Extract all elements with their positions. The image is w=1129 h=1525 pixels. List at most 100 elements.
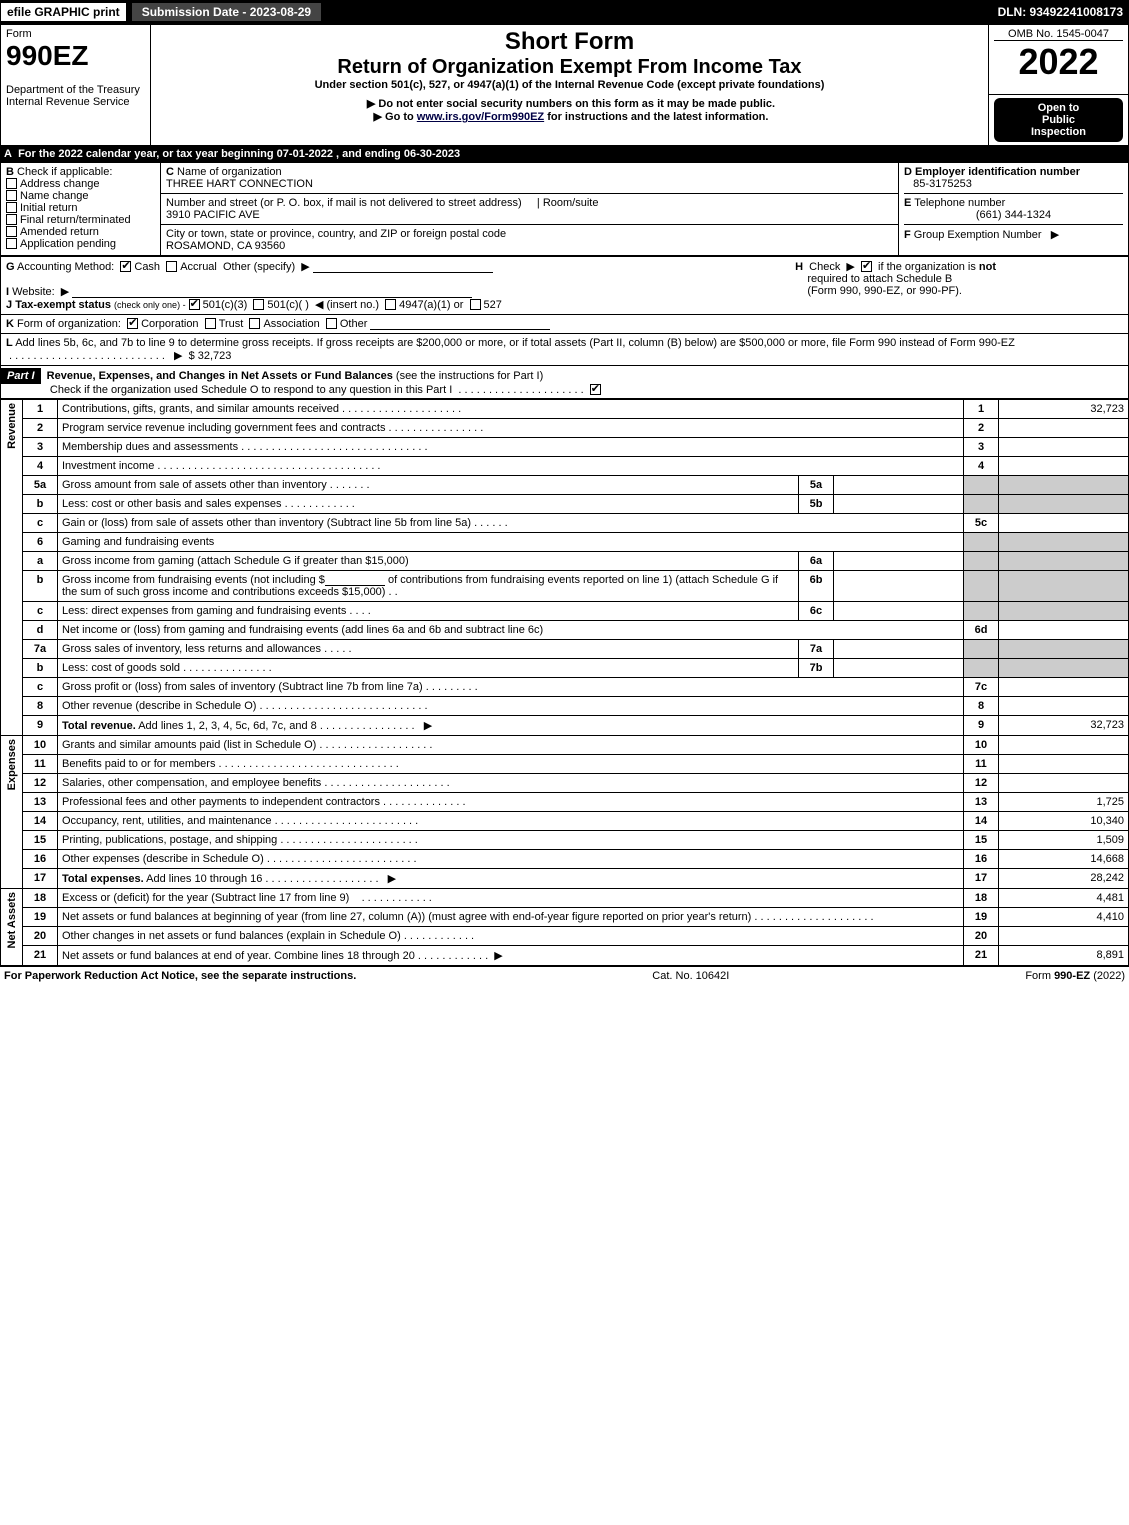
no-ssn-note: Do not enter social security numbers on … xyxy=(378,98,775,110)
ln-8: 8 xyxy=(23,696,58,715)
line-5b-desc: Less: cost or other basis and sales expe… xyxy=(58,494,799,513)
lnr-13: 13 xyxy=(964,792,999,811)
goto-post: for instructions and the latest informat… xyxy=(544,111,768,123)
d-label: Employer identification number xyxy=(915,166,1080,178)
amt-7a-inner xyxy=(834,639,964,658)
line-15-desc: Printing, publications, postage, and shi… xyxy=(58,830,964,849)
trust-label: Trust xyxy=(219,318,244,330)
arrow-icon xyxy=(58,286,72,298)
other-org-checkbox[interactable] xyxy=(326,318,337,329)
ein-value: 85-3175253 xyxy=(913,178,972,190)
line-7b-desc: Less: cost of goods sold . . . . . . . .… xyxy=(58,658,799,677)
arrow-icon xyxy=(364,98,378,110)
cash-label: Cash xyxy=(134,261,160,273)
website-input[interactable] xyxy=(72,286,472,298)
section-b: B Check if applicable: Address change Na… xyxy=(1,162,161,255)
schedule-o-checkbox[interactable] xyxy=(590,384,601,395)
e-label: Telephone number xyxy=(914,197,1005,209)
ln-15: 15 xyxy=(23,830,58,849)
arrow-icon xyxy=(1048,229,1062,241)
l-text: Add lines 5b, 6c, and 7b to line 9 to de… xyxy=(15,337,1015,349)
section-l: L Add lines 5b, 6c, and 7b to line 9 to … xyxy=(0,334,1129,366)
line-7a-desc: Gross sales of inventory, less returns a… xyxy=(58,639,799,658)
amt-19: 4,410 xyxy=(999,907,1129,926)
accrual-checkbox[interactable] xyxy=(166,261,177,272)
irs-link[interactable]: www.irs.gov/Form990EZ xyxy=(417,111,544,123)
lnr-15: 15 xyxy=(964,830,999,849)
trust-checkbox[interactable] xyxy=(205,318,216,329)
line-20-desc: Other changes in net assets or fund bala… xyxy=(58,926,964,945)
room-label: Room/suite xyxy=(543,197,599,209)
arrow-icon xyxy=(843,261,857,273)
ln-7b: b xyxy=(23,658,58,677)
ln-2: 2 xyxy=(23,418,58,437)
6b-amount-input[interactable] xyxy=(325,574,385,586)
irs-label: Internal Revenue Service xyxy=(6,96,130,108)
part1-instr: (see the instructions for Part I) xyxy=(396,370,543,382)
other-org-input[interactable] xyxy=(370,318,550,330)
arrow-icon xyxy=(371,111,385,123)
ghij-block: G Accounting Method: Cash Accrual Other … xyxy=(0,256,1129,315)
final-return-checkbox[interactable] xyxy=(6,214,17,225)
page-footer: For Paperwork Reduction Act Notice, see … xyxy=(0,966,1129,985)
part1-checkline: Check if the organization used Schedule … xyxy=(50,384,452,396)
efile-print-label[interactable]: efile GRAPHIC print xyxy=(0,2,127,22)
line-8-desc: Other revenue (describe in Schedule O) .… xyxy=(58,696,964,715)
dln-label: DLN: 93492241008173 xyxy=(998,5,1129,19)
ln-5b: b xyxy=(23,494,58,513)
line-11-desc: Benefits paid to or for members . . . . … xyxy=(58,754,964,773)
ln-3: 3 xyxy=(23,437,58,456)
tax-year: 2022 xyxy=(994,41,1123,83)
application-pending-checkbox[interactable] xyxy=(6,238,17,249)
line-2-desc: Program service revenue including govern… xyxy=(58,418,964,437)
lnr-14: 14 xyxy=(964,811,999,830)
4947-label: 4947(a)(1) or xyxy=(399,299,463,311)
submission-date-label: Submission Date - 2023-08-29 xyxy=(131,2,322,22)
amt-6a-gray xyxy=(999,551,1129,570)
name-change-checkbox[interactable] xyxy=(6,190,17,201)
lnr-7b-gray xyxy=(964,658,999,677)
amt-4 xyxy=(999,456,1129,475)
lnr-6a-gray xyxy=(964,551,999,570)
501c-checkbox[interactable] xyxy=(253,299,264,310)
501c-label: 501(c)( ) xyxy=(267,299,309,311)
box-5b: 5b xyxy=(799,494,834,513)
omb-year-cell: OMB No. 1545-0047 2022 xyxy=(989,25,1129,95)
box-6c: 6c xyxy=(799,601,834,620)
cash-checkbox[interactable] xyxy=(120,261,131,272)
city-label: City or town, state or province, country… xyxy=(166,228,506,240)
lnr-1: 1 xyxy=(964,399,999,418)
amended-return-checkbox[interactable] xyxy=(6,226,17,237)
ln-19: 19 xyxy=(23,907,58,926)
line-6c-desc: Less: direct expenses from gaming and fu… xyxy=(58,601,799,620)
amt-21: 8,891 xyxy=(999,945,1129,965)
4947-checkbox[interactable] xyxy=(385,299,396,310)
amt-5b-inner xyxy=(834,494,964,513)
line-21-desc: Net assets or fund balances at end of ye… xyxy=(58,945,964,965)
ln-17: 17 xyxy=(23,868,58,888)
ln-13: 13 xyxy=(23,792,58,811)
association-checkbox[interactable] xyxy=(249,318,260,329)
501c3-checkbox[interactable] xyxy=(189,299,200,310)
amt-7b-inner xyxy=(834,658,964,677)
corporation-checkbox[interactable] xyxy=(127,318,138,329)
amt-20 xyxy=(999,926,1129,945)
line-17-desc: Total expenses. Add lines 10 through 16 … xyxy=(58,868,964,888)
line-6b-desc: Gross income from fundraising events (no… xyxy=(58,570,799,601)
lnr-17: 17 xyxy=(964,868,999,888)
org-info-block: B Check if applicable: Address change Na… xyxy=(0,162,1129,256)
initial-return-checkbox[interactable] xyxy=(6,202,17,213)
ln-6b: b xyxy=(23,570,58,601)
h-checkbox[interactable] xyxy=(861,261,872,272)
527-checkbox[interactable] xyxy=(470,299,481,310)
application-pending-label: Application pending xyxy=(20,238,116,250)
form-number: 990EZ xyxy=(6,40,89,71)
other-specify-input[interactable] xyxy=(313,261,493,273)
amt-11 xyxy=(999,754,1129,773)
501c3-label: 501(c)(3) xyxy=(203,299,248,311)
address-change-checkbox[interactable] xyxy=(6,178,17,189)
amt-5a-gray xyxy=(999,475,1129,494)
phone-value: (661) 344-1324 xyxy=(904,209,1123,221)
amt-6a-inner xyxy=(834,551,964,570)
lnr-5a-gray xyxy=(964,475,999,494)
